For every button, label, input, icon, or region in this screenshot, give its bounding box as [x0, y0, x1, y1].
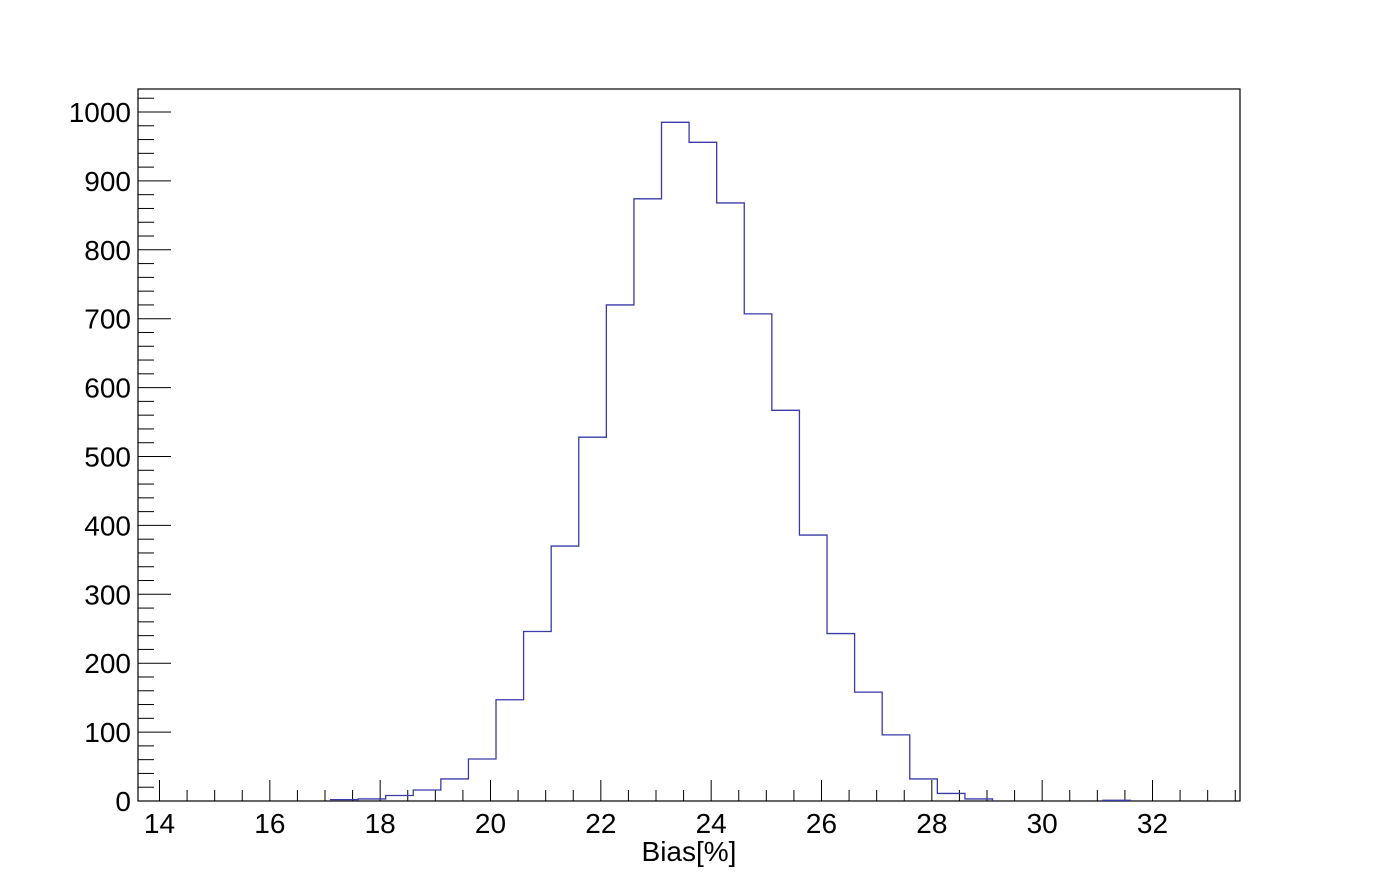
histogram-series-line	[329, 121, 994, 801]
y-tick-label: 200	[84, 648, 131, 679]
y-tick-label: 100	[84, 717, 131, 748]
y-tick-label: 700	[84, 304, 131, 335]
y-axis-ticks	[138, 97, 171, 802]
x-tick-label: 18	[365, 808, 396, 839]
y-tick-label: 900	[84, 166, 131, 197]
x-tick-label: 20	[475, 808, 506, 839]
y-tick-label: 800	[84, 235, 131, 266]
plot-frame	[137, 88, 1241, 802]
x-tick-label: 26	[806, 808, 837, 839]
x-tick-label: 22	[585, 808, 616, 839]
x-axis-tick-labels: 14 16 18 20 22 24 26 28 30 32	[144, 808, 1168, 839]
y-tick-label: 0	[115, 786, 131, 817]
x-tick-label: 16	[254, 808, 285, 839]
x-tick-label: 32	[1137, 808, 1168, 839]
histogram-extra-bins	[1102, 799, 1132, 801]
x-tick-label: 30	[1027, 808, 1058, 839]
y-tick-label: 400	[84, 510, 131, 541]
y-tick-label: 500	[84, 442, 131, 473]
y-tick-label: 1000	[69, 97, 131, 128]
histogram-extra-bin	[1102, 799, 1132, 801]
y-tick-label: 300	[84, 579, 131, 610]
y-axis-tick-labels: 0 100 200 300 400 500 600 700 800 900 1000	[69, 97, 131, 817]
x-tick-label: 28	[916, 808, 947, 839]
x-tick-label: 24	[696, 808, 727, 839]
x-axis-ticks	[159, 780, 1236, 801]
x-tick-label: 14	[144, 808, 175, 839]
x-axis-title: Bias[%]	[642, 836, 737, 867]
y-tick-label: 600	[84, 373, 131, 404]
